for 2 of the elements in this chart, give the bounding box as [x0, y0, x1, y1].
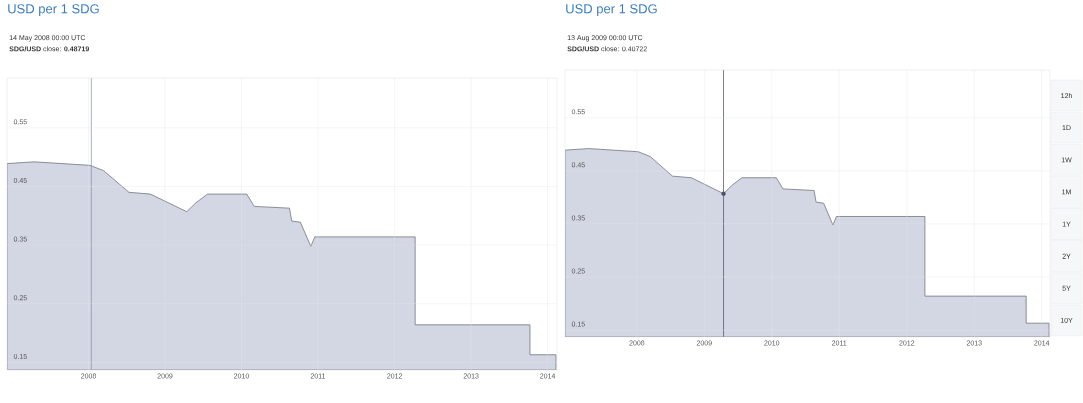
chart-title: USD per 1 SDG	[8, 4, 99, 16]
chart-title: USD per 1 SDG	[566, 4, 657, 16]
